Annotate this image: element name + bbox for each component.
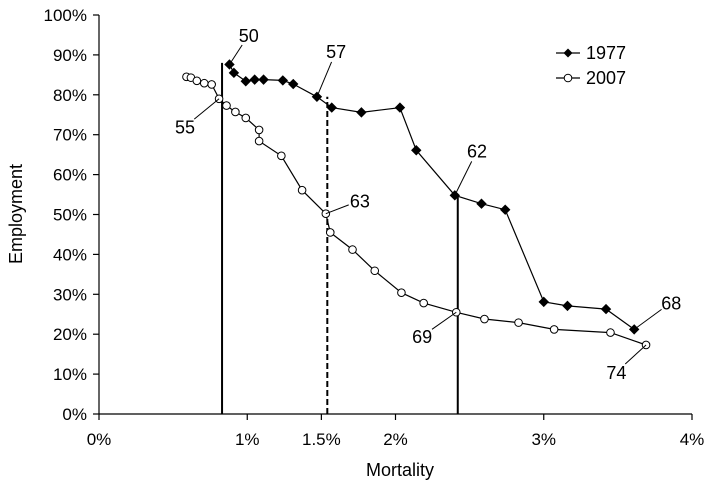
annotation-leader — [431, 311, 457, 330]
data-point — [419, 298, 428, 308]
data-point — [549, 325, 559, 334]
y-tick-label: 60% — [53, 166, 87, 185]
annotation-label: 69 — [412, 327, 432, 347]
data-point — [231, 107, 240, 117]
data-point — [222, 101, 231, 110]
axis-ticks: 0% 10% 20% 30% 40% 50% 60% 70% 80% 90% 100% 0% 1% 1.5… — [44, 6, 705, 449]
data-point — [297, 185, 307, 195]
data-point — [499, 204, 511, 215]
annotation-label: 62 — [467, 142, 487, 162]
x-tick-label: 0% — [87, 430, 112, 449]
data-point — [325, 228, 335, 237]
data-point — [228, 67, 240, 79]
data-point — [480, 314, 489, 324]
data-point — [562, 300, 573, 312]
data-point — [207, 80, 216, 89]
y-tick-label: 100% — [44, 6, 87, 25]
data-point — [397, 288, 406, 298]
reference-lines — [221, 62, 459, 414]
data-point — [240, 76, 251, 87]
data-point — [192, 76, 202, 86]
y-tick-label: 10% — [53, 365, 87, 384]
data-point — [288, 78, 299, 90]
data-point — [394, 102, 406, 113]
y-axis-title: Employment — [6, 164, 26, 264]
data-point — [411, 145, 422, 156]
y-tick-label: 90% — [53, 46, 87, 65]
data-point — [277, 75, 289, 86]
y-tick-label: 30% — [53, 285, 87, 304]
annotation-label: 74 — [606, 363, 626, 383]
series-line — [186, 76, 647, 346]
data-point — [451, 307, 461, 317]
data-point — [199, 78, 209, 88]
x-tick-label: 1% — [235, 430, 260, 449]
data-point — [514, 318, 523, 327]
x-tick-label: 3% — [531, 430, 556, 449]
annotation-label: 50 — [239, 26, 259, 46]
annotation-leader — [325, 204, 349, 215]
data-point — [241, 113, 251, 123]
legend-label: 2007 — [586, 68, 626, 88]
legend-marker — [563, 48, 573, 58]
annotations: 50 57 62 68 55 63 69 74 — [175, 26, 681, 383]
y-tick-label: 0% — [62, 405, 87, 424]
annotation-label: 68 — [661, 293, 681, 313]
y-tick-label: 20% — [53, 325, 87, 344]
annotation-label: 55 — [175, 118, 195, 138]
legend-label: 1977 — [586, 43, 626, 63]
annotation-label: 63 — [350, 192, 370, 212]
data-point — [538, 296, 549, 308]
x-tick-label: 2% — [383, 430, 408, 449]
x-tick-label: 4% — [680, 430, 705, 449]
data-point — [600, 303, 612, 315]
data-point — [258, 74, 269, 85]
y-tick-label: 40% — [53, 245, 87, 264]
data-point — [606, 328, 615, 337]
data-point — [326, 102, 337, 113]
data-point — [370, 266, 380, 276]
data-point — [476, 198, 487, 209]
x-axis-title: Mortality — [366, 460, 434, 480]
legend-marker — [563, 73, 573, 83]
y-tick-label: 80% — [53, 86, 87, 105]
data-point — [254, 136, 264, 146]
annotation-leader — [316, 61, 333, 97]
series-2007 — [182, 72, 651, 350]
annotation-leader — [229, 44, 243, 65]
series-1977 — [224, 59, 640, 335]
y-tick-label: 70% — [53, 126, 87, 145]
data-point — [356, 107, 367, 118]
data-point — [249, 74, 260, 85]
x-tick-label: 1.5% — [302, 430, 341, 449]
data-point — [254, 125, 264, 135]
legend: 1977 2007 — [556, 43, 626, 88]
data-point — [348, 245, 357, 254]
annotation-leader — [193, 98, 220, 120]
y-tick-label: 50% — [53, 206, 87, 225]
annotation-leader — [454, 161, 473, 196]
data-point — [277, 151, 286, 161]
series-line — [228, 64, 635, 330]
annotation-leader — [624, 344, 647, 365]
series-layer — [182, 59, 651, 350]
annotation-label: 57 — [326, 42, 346, 62]
annotation-leader — [633, 308, 662, 330]
